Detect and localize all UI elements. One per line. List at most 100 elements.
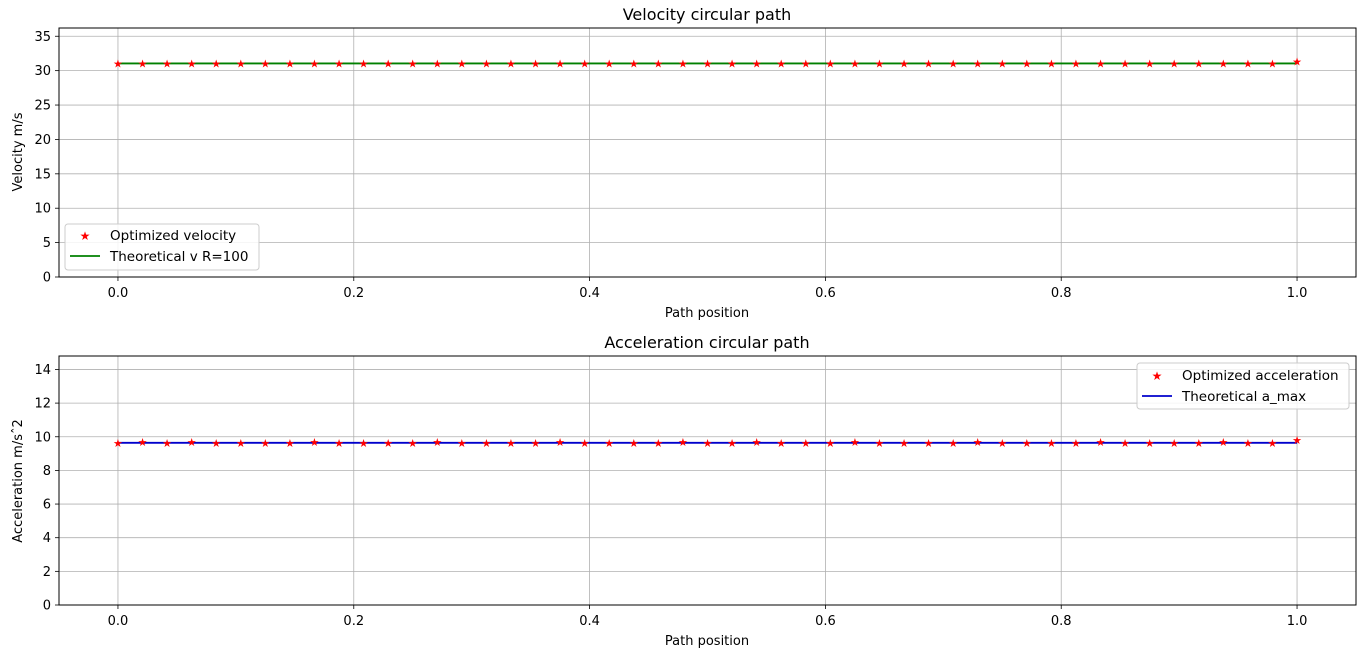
velocity-optimized-point: ★ [899,57,909,70]
acceleration-optimized-point: ★ [138,436,148,449]
velocity-optimized-point: ★ [162,57,172,70]
velocity-chart-xlabel: Path position [665,306,749,321]
acceleration-chart-series: ★ ★ ★ ★ ★ ★ ★ ★ ★ ★ ★ ★ ★ ★ ★ ★ ★ ★ ★ ★ ★ ★ ★ ★ ★ ★ ★ ★ ★ ★ ★ ★ ★ ★ ★ ★ ★ ★ ★ ★… [113,434,1302,450]
acceleration-optimized-point: ★ [310,436,320,449]
acceleration-optimized-point: ★ [703,437,713,450]
acceleration-optimized-point: ★ [285,437,295,450]
velocity-ytick-label: 25 [34,99,51,114]
acceleration-optimized-point: ★ [997,437,1007,450]
velocity-optimized-point: ★ [555,57,565,70]
velocity-optimized-point: ★ [604,57,614,70]
acceleration-xtick-label: 0.6 [815,614,836,629]
acceleration-optimized-point: ★ [580,437,590,450]
acceleration-chart-frame [58,355,1357,606]
acceleration-optimized-point: ★ [162,437,172,450]
velocity-xtick-label: 0.0 [108,286,129,301]
acceleration-optimized-point: ★ [653,437,663,450]
acceleration-optimized-point: ★ [211,437,221,450]
acceleration-optimized-point: ★ [1046,437,1056,450]
velocity-optimized-point: ★ [1071,57,1081,70]
velocity-optimized-point: ★ [1243,57,1253,70]
velocity-optimized-point: ★ [850,57,860,70]
acceleration-ytick-label: 6 [43,498,51,513]
velocity-legend-box [64,223,260,271]
acceleration-chart-title: Acceleration circular path [604,333,809,352]
acceleration-ytick-label: 12 [34,397,51,412]
acceleration-optimized-point: ★ [1268,437,1278,450]
acceleration-optimized-point: ★ [359,437,369,450]
velocity-optimized-point: ★ [924,57,934,70]
velocity-optimized-point: ★ [1268,57,1278,70]
acceleration-optimized-point: ★ [1243,437,1253,450]
velocity-optimized-point: ★ [457,57,467,70]
velocity-chart-legend: ★ Optimized velocity Theoretical v R=100 [64,223,260,271]
velocity-ytick-label: 0 [43,271,51,286]
velocity-optimized-point: ★ [1218,57,1228,70]
acceleration-optimized-point: ★ [875,437,885,450]
acceleration-optimized-point: ★ [801,437,811,450]
velocity-xtick-label: 0.2 [343,286,364,301]
velocity-optimized-point: ★ [285,57,295,70]
velocity-chart-ticks: 0.0 0.2 0.4 0.6 0.8 1.0 0 5 10 15 20 25 30 35 [34,30,1307,301]
velocity-ytick-label: 20 [34,133,51,148]
acceleration-optimized-point: ★ [1096,436,1106,449]
velocity-optimized-point: ★ [531,57,541,70]
velocity-optimized-point: ★ [383,57,393,70]
acceleration-ytick-label: 0 [43,599,51,614]
velocity-chart-grid [59,28,1356,278]
acceleration-optimized-point: ★ [1218,436,1228,449]
acceleration-optimized-point: ★ [1169,437,1179,450]
velocity-chart-ylabel: Velocity m/s [11,112,26,191]
velocity-optimized-point: ★ [481,57,491,70]
velocity-optimized-point: ★ [580,57,590,70]
velocity-ytick-label: 10 [34,202,51,217]
acceleration-optimized-point: ★ [604,437,614,450]
velocity-optimized-point: ★ [825,57,835,70]
acceleration-ytick-label: 4 [43,531,51,546]
acceleration-chart: Acceleration circular path Path position… [11,333,1357,649]
acceleration-optimized-point: ★ [334,437,344,450]
acceleration-optimized-point: ★ [408,437,418,450]
acceleration-optimized-point: ★ [752,436,762,449]
velocity-optimized-point: ★ [1292,55,1302,68]
acceleration-optimized-point: ★ [973,436,983,449]
velocity-optimized-point: ★ [801,57,811,70]
acceleration-chart-ticks: 0.0 0.2 0.4 0.6 0.8 1.0 0 2 4 6 8 10 12 14 [34,363,1307,629]
velocity-optimized-point: ★ [187,57,197,70]
velocity-optimized-point: ★ [653,57,663,70]
velocity-xtick-label: 0.4 [579,286,600,301]
acceleration-optimized-point: ★ [629,437,639,450]
velocity-legend-marker-icon: ★ [80,229,91,243]
velocity-xtick-label: 0.6 [815,286,836,301]
velocity-optimized-point: ★ [1096,57,1106,70]
acceleration-optimized-point: ★ [506,437,516,450]
velocity-optimized-point: ★ [1194,57,1204,70]
velocity-optimized-point: ★ [727,57,737,70]
acceleration-optimized-point: ★ [555,436,565,449]
velocity-optimized-point: ★ [310,57,320,70]
acceleration-legend-label-optimized: Optimized acceleration [1182,368,1339,384]
velocity-optimized-point: ★ [432,57,442,70]
acceleration-chart-legend: ★ Optimized acceleration Theoretical a_m… [1136,362,1350,410]
acceleration-optimized-point: ★ [1071,437,1081,450]
acceleration-xtick-label: 0.4 [579,614,600,629]
velocity-optimized-point: ★ [1169,57,1179,70]
velocity-chart-title: Velocity circular path [623,5,792,24]
acceleration-ytick-label: 8 [43,464,51,479]
acceleration-xtick-label: 0.0 [108,614,129,629]
velocity-legend-label-optimized: Optimized velocity [110,228,236,244]
velocity-optimized-point: ★ [1120,57,1130,70]
velocity-optimized-point: ★ [236,57,246,70]
velocity-optimized-point: ★ [506,57,516,70]
acceleration-optimized-point: ★ [260,437,270,450]
velocity-optimized-point: ★ [138,57,148,70]
velocity-optimized-point: ★ [997,57,1007,70]
acceleration-chart-ylabel: Acceleration m/sˆ2 [11,419,26,543]
acceleration-optimized-point: ★ [776,437,786,450]
acceleration-optimized-point: ★ [481,437,491,450]
acceleration-xtick-label: 0.8 [1051,614,1072,629]
acceleration-optimized-point: ★ [1022,437,1032,450]
acceleration-chart-xlabel: Path position [665,634,749,649]
acceleration-optimized-point: ★ [432,436,442,449]
acceleration-optimized-point: ★ [825,437,835,450]
